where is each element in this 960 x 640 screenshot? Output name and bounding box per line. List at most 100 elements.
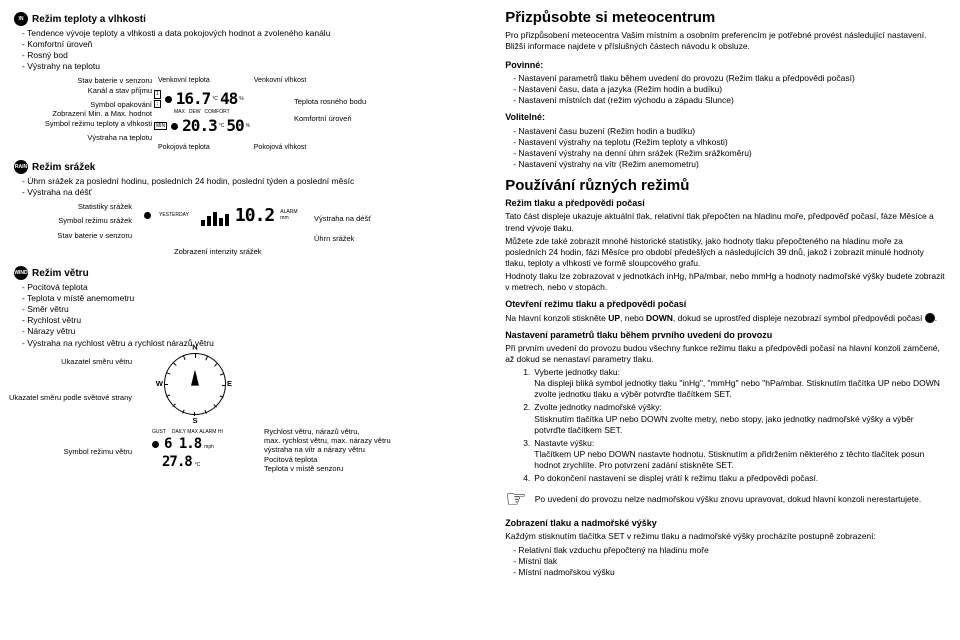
rain-mode-icon <box>144 212 151 219</box>
mandatory-list: Nastavení parametrů tlaku během uvedení … <box>505 73 946 106</box>
rain-left-labels: Statistiky srážek Symbol režimu srážek S… <box>14 202 132 240</box>
wind-mode-icon <box>152 441 159 448</box>
p6: Každým stisknutím tlačítka SET v režimu … <box>505 531 946 542</box>
wind-b1: Pocitová teplota <box>22 282 485 293</box>
mandatory-title: Povinné: <box>505 60 946 72</box>
th-bot2: Pokojová vlhkost <box>254 143 307 152</box>
steps-list: 1.Vyberte jednotky tlaku: Na displeji bl… <box>505 367 946 483</box>
optional-title: Volitelné: <box>505 112 946 124</box>
wind-lcd: GUST DAILY MAX ALARM HI 6 1.8 mph 27.8 °… <box>152 429 223 472</box>
opt-4: Nastavení výstrahy na vítr (Režim anemom… <box>513 159 946 170</box>
rain-title: RAIN Režim srážek <box>14 160 485 174</box>
wind-title: WIND Režim větru <box>14 266 485 280</box>
wind-ptr1: Ukazatel směru větru <box>16 357 132 367</box>
wind-ptr3: Symbol režimu větru <box>16 447 132 457</box>
rain-diagram: Statistiky srážek Symbol režimu srážek S… <box>134 202 414 254</box>
seg-out-temp-u: °C <box>212 97 218 102</box>
wind-right-labels: Rychlost větru, nárazů větru, max. rychl… <box>264 427 391 474</box>
th-left-labels: Stav baterie v senzoru Kanál a stav příj… <box>14 76 152 143</box>
th-ll1: Stav baterie v senzoru <box>14 76 152 86</box>
mand-1: Nastavení parametrů tlaku během uvedení … <box>513 73 946 84</box>
rain-r1: Výstraha na déšť <box>314 214 371 224</box>
seg-in-temp-u: °C <box>219 124 225 129</box>
p1: Tato část displeje ukazuje aktuální tlak… <box>505 211 946 233</box>
wind-seg-temp-u: °C <box>195 463 201 468</box>
wind-r3: výstraha na vítr a nárazy větru <box>264 445 391 454</box>
tiny-max: MAX <box>174 110 185 115</box>
step-1: 1.Vyberte jednotky tlaku: Na displeji bl… <box>519 367 946 400</box>
h1-customize: Přizpůsobte si meteocentrum <box>505 8 946 28</box>
seg-out-hum-u: % <box>239 97 243 102</box>
opt-2: Nastavení výstrahy na teplotu (Režim tep… <box>513 137 946 148</box>
step-3: 3.Nastavte výšku: Tlačítkem UP nebo DOWN… <box>519 438 946 471</box>
optional-list: Nastavení času buzení (Režim hodin a bud… <box>505 126 946 170</box>
rain-ll1: Statistiky srážek <box>14 202 132 212</box>
seg-out-hum: 48 <box>220 89 237 110</box>
temp-hum-bullets: Tendence vývoje teploty a vlhkosti a dat… <box>14 28 485 72</box>
opt-3: Nastavení výstrahy na denní úhrn srážek … <box>513 148 946 159</box>
wind-r2: max. rychlost větru, max. nárazy větru <box>264 436 391 445</box>
wind-r1: Rychlost větru, nárazů větru, <box>264 427 391 436</box>
compass-arrow-icon <box>191 369 199 385</box>
th-ll3: Symbol opakování <box>14 100 152 110</box>
rain-icon: RAIN <box>14 160 28 174</box>
rain-seg: 10.2 <box>235 204 274 227</box>
th-ll4: Zobrazení Min. a Max. hodnot <box>14 109 152 119</box>
rain-b1: Úhrn srážek za poslední hodinu, poslední… <box>22 176 485 187</box>
seg-out-temp: 16.7 <box>176 89 211 110</box>
alt-3: Místní nadmořskou výšku <box>513 567 946 578</box>
wind-icon: WIND <box>14 266 28 280</box>
seg-in-hum-u: % <box>246 124 250 129</box>
temp-hum-title: IN Režim teploty a vlhkosti <box>14 12 485 26</box>
p4: Na hlavní konzoli stiskněte UP, nebo DOW… <box>505 313 946 324</box>
in-icon: IN <box>14 12 28 26</box>
th-b2: Komfortní úroveň <box>22 39 485 50</box>
compass-n: N <box>192 342 197 352</box>
p2: Můžete zde také zobrazit mnohé historick… <box>505 236 946 269</box>
rain-ll3: Stav baterie v senzoru <box>14 231 132 241</box>
hand-icon: ☞ <box>505 488 527 512</box>
wind-b6: Výstraha na rychlost větru a rychlost ná… <box>22 338 485 349</box>
th-ll2: Kanál a stav příjmu <box>14 86 152 96</box>
compass-e: E <box>227 379 232 389</box>
th-bot1: Pokojová teplota <box>158 143 210 152</box>
compass: N S W E <box>164 353 226 415</box>
wind-b5: Nárazy větru <box>22 326 485 337</box>
alt-2: Místní tlak <box>513 556 946 567</box>
tiny-comfort: COMFORT <box>205 110 230 115</box>
seg-in-temp: 20.3 <box>182 116 217 137</box>
sub-open-pressure: Otevření režimu tlaku a předpovědi počas… <box>505 299 946 311</box>
wind-diagram: Ukazatel směru větru Ukazatel směru podl… <box>134 351 424 481</box>
mand-2: Nastavení času, data a jazyka (Režim hod… <box>513 84 946 95</box>
mode-icon <box>171 123 178 130</box>
rain-ll2: Symbol režimu srážek <box>14 216 132 226</box>
rain-yesterday: YESTERDAY <box>159 213 189 218</box>
rain-lcd: YESTERDAY 10.2 ALARM mm <box>144 204 298 227</box>
tiny-dew: DEW <box>189 110 201 115</box>
compass-s: S <box>192 416 197 426</box>
sub-pressure: Režim tlaku a předpovědi počasí <box>505 198 946 210</box>
rain-unit: mm <box>280 216 297 222</box>
step-2: 2.Zvolte jednotky nadmořské výšky: Stisk… <box>519 402 946 435</box>
th-lcd: 1↕ 16.7 °C 48 % MAX DEW COMFORT MIN 20.3… <box>154 88 284 134</box>
wind-ptr2: Ukazatel směru podle světové strany <box>0 393 132 403</box>
right-column: Přizpůsobte si meteocentrum Pro přizpůso… <box>499 0 960 640</box>
th-b3: Rosný bod <box>22 50 485 61</box>
th-ll6: Výstraha na teplotu <box>14 133 152 143</box>
wind-b2: Teplota v místě anemometru <box>22 293 485 304</box>
wind-r5: Teplota v místě senzoru <box>264 464 391 473</box>
intro-text: Pro přizpůsobení meteocentra Vašim místn… <box>505 30 946 52</box>
rain-bars <box>201 206 229 226</box>
p3: Hodnoty tlaku lze zobrazovat v jednotkác… <box>505 271 946 293</box>
wind-seg-temp: 27.8 <box>162 453 192 471</box>
rain-b2: Výstraha na déšť <box>22 187 485 198</box>
note-block: ☞ Po uvedení do provozu nelze nadmořskou… <box>505 488 921 512</box>
alt-1: Relativní tlak vzduchu přepočtený na hla… <box>513 545 946 556</box>
wind-b3: Směr větru <box>22 304 485 315</box>
note-text: Po uvedení do provozu nelze nadmořskou v… <box>535 494 922 505</box>
rain-r2: Úhrn srážek <box>314 234 371 244</box>
h1-modes: Používání různých režimů <box>505 176 946 196</box>
th-r2: Komfortní úroveň <box>294 114 366 124</box>
sub-display-pressure: Zobrazení tlaku a nadmořské výšky <box>505 518 946 530</box>
forecast-icon <box>925 313 935 323</box>
